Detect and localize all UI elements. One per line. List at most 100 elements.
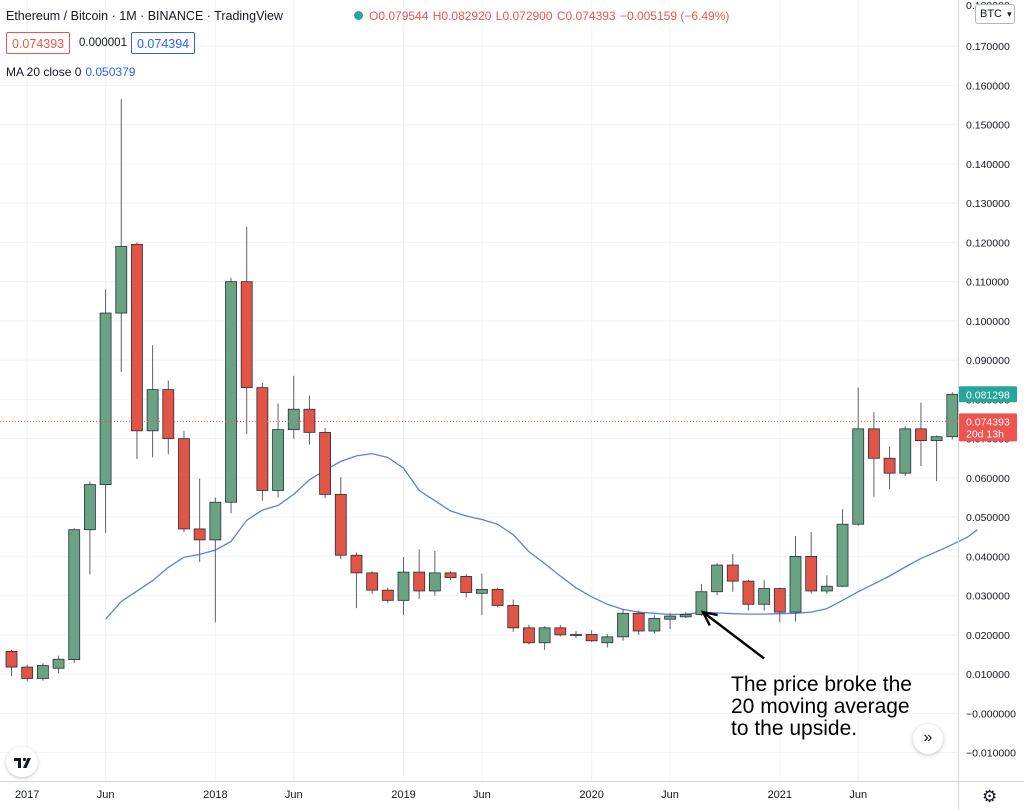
candle-down <box>742 579 755 611</box>
candle-body <box>193 528 206 541</box>
candle-body <box>240 281 253 389</box>
y-tick-label: 0.010000 <box>966 669 1010 681</box>
candle-body <box>679 614 692 618</box>
ohlc-open: O0.079544 <box>369 9 429 23</box>
candle-up <box>209 497 222 623</box>
y-tick-label: 0.020000 <box>966 630 1010 642</box>
candle-down <box>413 549 426 599</box>
candle-body <box>5 650 18 668</box>
candle-up <box>899 426 912 476</box>
candle-body <box>491 588 504 606</box>
candle-down <box>193 478 206 562</box>
tradingview-logo-svg <box>14 757 31 768</box>
candle-down <box>915 402 927 467</box>
price-marker: 0.081298 <box>959 386 1017 403</box>
candle-up <box>617 609 629 641</box>
candle-up <box>648 615 661 634</box>
candle-down <box>585 630 598 642</box>
candle-body <box>287 408 300 431</box>
candle-down <box>5 649 18 677</box>
candle-body <box>726 564 739 582</box>
candle-body <box>131 243 143 432</box>
candle-body <box>930 436 943 442</box>
candle-up <box>946 392 959 440</box>
candle-body <box>773 588 786 613</box>
y-tick-label: 0.090000 <box>966 355 1010 367</box>
annotation-arrowhead <box>700 610 718 627</box>
candle-down <box>319 428 332 499</box>
candle-up <box>758 579 771 611</box>
candle-up <box>84 481 96 575</box>
candle-body <box>272 429 284 491</box>
overlay-layer <box>0 420 958 660</box>
candle-up <box>475 573 488 616</box>
candle-down <box>883 446 896 489</box>
tradingview-logo-icon[interactable] <box>6 747 38 777</box>
currency-button[interactable]: BTC ▾ <box>975 4 1015 24</box>
candle-down <box>773 587 786 623</box>
candle-up <box>272 403 284 498</box>
candle-up <box>679 612 692 619</box>
candle-up <box>664 612 676 630</box>
candle-body <box>742 580 755 605</box>
candle-body <box>350 554 363 574</box>
candles-layer <box>5 99 959 682</box>
y-tick-label: −0.010000 <box>966 748 1016 760</box>
candle-body <box>334 493 347 556</box>
gear-icon[interactable]: ⚙ <box>982 787 998 806</box>
candle-body <box>523 627 535 644</box>
candle-body <box>899 428 912 474</box>
x-tick-label: Jun <box>473 789 491 801</box>
candle-body <box>664 615 676 620</box>
candle-up <box>570 630 582 639</box>
candle-down <box>256 382 269 501</box>
candle-body <box>178 438 190 530</box>
y-tick-label: 0.130000 <box>966 198 1010 210</box>
candle-body <box>632 612 645 632</box>
candle-body <box>507 605 520 629</box>
candle-body <box>115 245 128 314</box>
market-status-dot <box>354 11 363 20</box>
ma20-line <box>105 452 978 620</box>
y-tick-label: 0.170000 <box>966 41 1010 53</box>
price-marker-countdown: 20d 13h <box>966 428 1004 440</box>
candle-body <box>648 618 661 632</box>
ma-value: 0.050379 <box>85 65 136 79</box>
ma-legend[interactable]: MA 20 close 0 0.050379 <box>6 65 135 79</box>
candle-up <box>601 634 614 648</box>
y-tick-label: 0.110000 <box>966 277 1009 289</box>
buy-button[interactable]: 0.074394 <box>131 32 196 54</box>
x-tick-label: Jun <box>661 789 679 801</box>
candle-body <box>162 389 175 440</box>
ohlc-high: H0.082920 <box>432 9 492 23</box>
candle-up <box>36 663 49 681</box>
candle-down <box>805 532 818 594</box>
y-tick-label: 0.030000 <box>966 591 1010 603</box>
symbol-title[interactable]: Ethereum / Bitcoin · 1M · BINANCE · Trad… <box>6 9 283 23</box>
candle-body <box>460 576 473 593</box>
y-tick-label: 0.050000 <box>966 512 1010 524</box>
candle-down <box>460 574 473 598</box>
candle-body <box>319 431 332 495</box>
currency-label: BTC <box>980 8 1002 20</box>
x-tick-label: 2018 <box>203 789 227 801</box>
candle-up <box>115 99 128 372</box>
x-tick-label: Jun <box>97 789 115 801</box>
price-marker-label: 0.074393 <box>966 416 1010 428</box>
candle-up <box>836 509 849 588</box>
double-chevron-right-icon[interactable]: » <box>913 724 943 754</box>
x-tick-label: Jun <box>849 789 867 801</box>
sell-button[interactable]: 0.074393 <box>6 32 71 54</box>
candle-down <box>162 380 175 455</box>
candle-body <box>428 572 441 592</box>
candle-down <box>350 552 363 609</box>
y-tick-label: 0.040000 <box>966 551 1010 563</box>
ma-label: MA 20 close 0 <box>6 65 82 79</box>
candle-body <box>570 634 582 636</box>
candle-body <box>836 523 849 587</box>
candle-down <box>381 587 394 603</box>
candle-up <box>852 387 865 526</box>
